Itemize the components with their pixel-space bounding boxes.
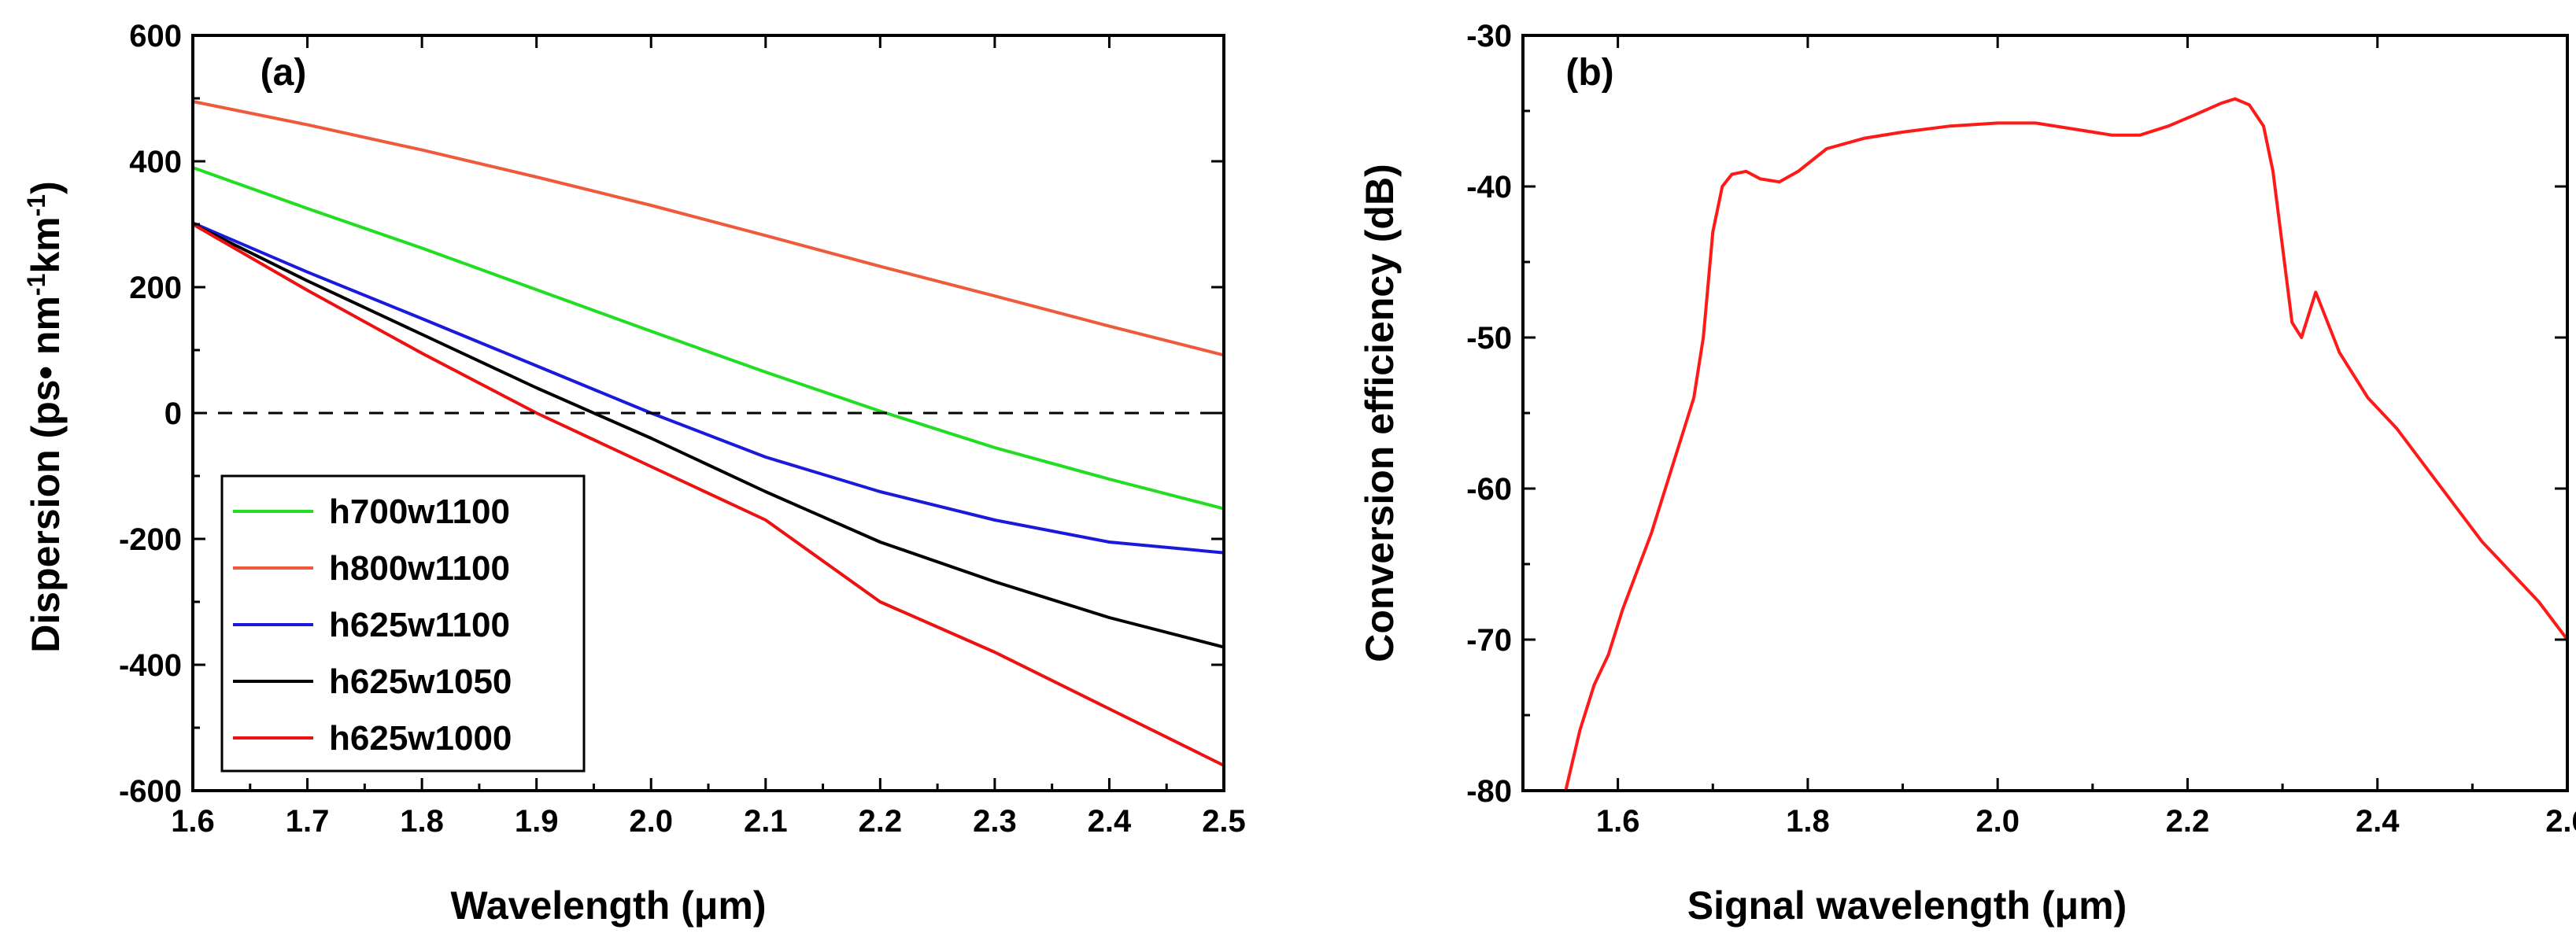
legend-label-h625w1100: h625w1100 bbox=[329, 606, 510, 644]
x-tick-label: 2.2 bbox=[859, 804, 903, 839]
y-tick-label: -60 bbox=[1466, 472, 1512, 507]
panel-a-y-axis-label: Dispersion (ps• nm-1km-1) bbox=[22, 181, 68, 653]
panel-a-plot-frame bbox=[191, 34, 1225, 792]
panel-b-conversion-chart: 1.6 1.8 2.0 2.2 2.4 2.6 -80 -70 -60 -50 -40 -30 (b)… bbox=[1358, 19, 2576, 928]
panel-b-y-axis-label: Conversion efficiency (dB) bbox=[1358, 164, 1402, 662]
y-tick-label: -30 bbox=[1466, 19, 1512, 53]
y-tick-label: 400 bbox=[129, 145, 182, 179]
y-label-close: ) bbox=[24, 181, 68, 194]
legend-label-h625w1000: h625w1000 bbox=[329, 719, 512, 758]
series-line-h800w1100 bbox=[192, 100, 1225, 357]
legend-label-h800w1100: h800w1100 bbox=[329, 549, 510, 588]
x-tick-label: 2.0 bbox=[1975, 804, 2020, 839]
panel-a-legend: h700w1100 h800w1100 h625w1100 h625w1050 h625… bbox=[220, 474, 586, 773]
y-label-km: km bbox=[24, 216, 68, 273]
legend-label-h700w1100: h700w1100 bbox=[329, 492, 510, 531]
y-label-main: Dispersion (ps• nm bbox=[24, 296, 68, 653]
x-tick-label: 1.8 bbox=[1786, 804, 1830, 839]
x-tick-label: 1.7 bbox=[286, 804, 330, 839]
x-tick-label: 2.3 bbox=[973, 804, 1017, 839]
panel-b-label: (b) bbox=[1565, 52, 1613, 94]
y-tick-label: -200 bbox=[119, 522, 182, 557]
legend-label-h625w1050: h625w1050 bbox=[329, 662, 512, 701]
x-tick-label: 1.6 bbox=[171, 804, 215, 839]
x-tick-label: 2.6 bbox=[2545, 804, 2576, 839]
x-tick-label: 1.6 bbox=[1596, 804, 1640, 839]
y-tick-label: -600 bbox=[119, 774, 182, 809]
series-line-h625w1000 bbox=[192, 223, 1225, 767]
panel-a-dispersion-chart: 1.6 1.7 1.8 1.9 2.0 2.1 2.2 2.3 2.4 2.5 -600 -400 -2… bbox=[22, 19, 1246, 928]
x-tick-label: 1.9 bbox=[515, 804, 559, 839]
y-tick-label: -50 bbox=[1466, 321, 1512, 356]
panel-b-ticks: 1.6 1.8 2.0 2.2 2.4 2.6 -80 -70 -60 -50 -40 -30 bbox=[1466, 19, 2576, 839]
series-line-h625w1050 bbox=[192, 223, 1225, 649]
series-line-h625w1100 bbox=[192, 221, 1225, 555]
x-tick-label: 2.4 bbox=[1088, 804, 1132, 839]
y-tick-label: 600 bbox=[129, 19, 182, 53]
y-label-superscript-1: -1 bbox=[22, 274, 50, 296]
y-tick-label: -40 bbox=[1466, 170, 1512, 205]
y-label-superscript-2: -1 bbox=[22, 194, 50, 216]
series-line-h700w1100 bbox=[192, 166, 1225, 511]
panel-a-x-axis-label: Wavelength (μm) bbox=[451, 883, 767, 928]
x-tick-label: 1.8 bbox=[400, 804, 444, 839]
series-line-conversion-efficiency bbox=[1564, 97, 2569, 791]
panel-b-series-lines bbox=[1564, 97, 2569, 791]
panel-b-plot-frame bbox=[1521, 34, 2569, 792]
panel-b-x-axis-label: Signal wavelength (μm) bbox=[1687, 883, 2127, 928]
panel-a-ticks: 1.6 1.7 1.8 1.9 2.0 2.1 2.2 2.3 2.4 2.5 -600 -400 -2… bbox=[119, 19, 1246, 839]
x-tick-label: 2.2 bbox=[2166, 804, 2210, 839]
y-tick-label: -80 bbox=[1466, 774, 1512, 809]
y-tick-label: 200 bbox=[129, 271, 182, 305]
y-tick-label: 0 bbox=[164, 397, 182, 431]
y-tick-label: -400 bbox=[119, 648, 182, 683]
x-tick-label: 2.4 bbox=[2356, 804, 2400, 839]
y-tick-label: -70 bbox=[1466, 623, 1512, 658]
x-tick-label: 2.0 bbox=[629, 804, 673, 839]
x-tick-label: 2.1 bbox=[744, 804, 788, 839]
panel-a-label: (a) bbox=[261, 52, 307, 94]
panel-a-series-lines bbox=[192, 100, 1225, 767]
x-tick-label: 2.5 bbox=[1202, 804, 1246, 839]
